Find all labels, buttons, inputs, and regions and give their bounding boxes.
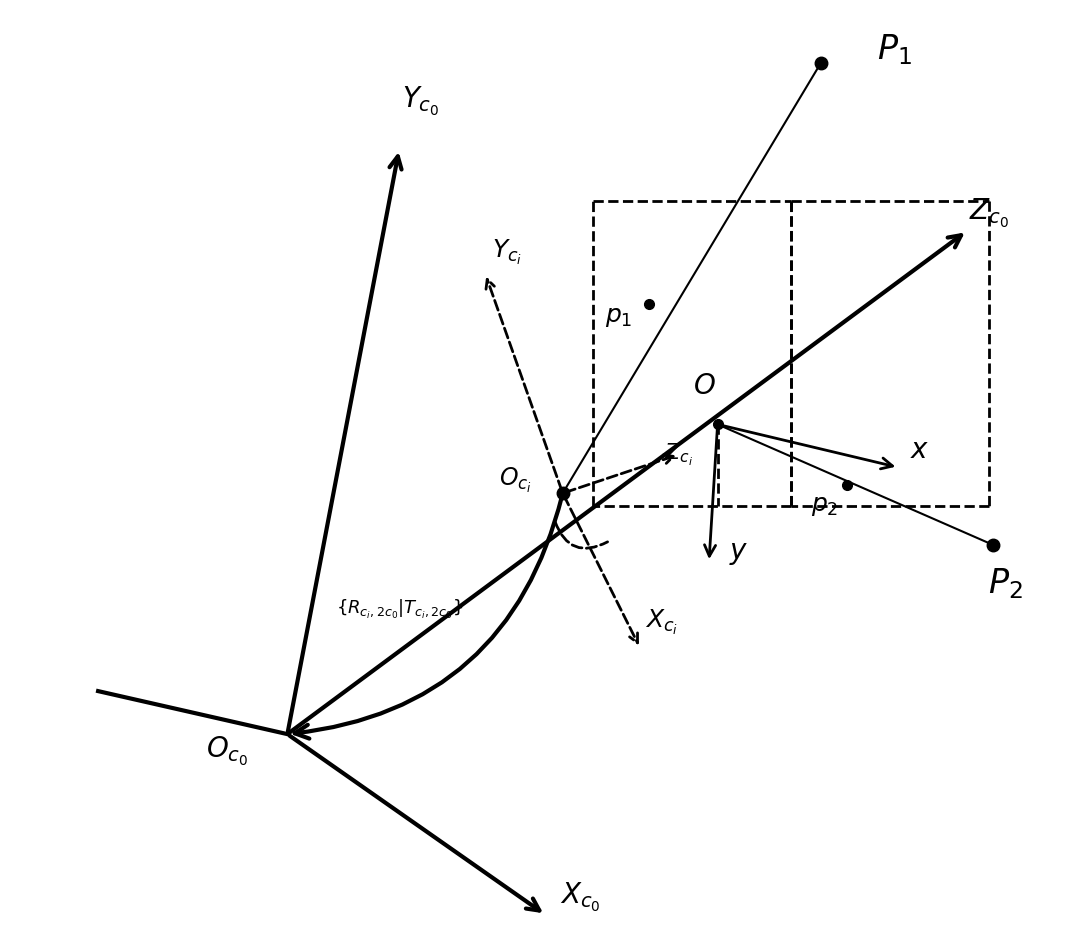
- FancyArrowPatch shape: [720, 425, 892, 469]
- Text: $X_{c_0}$: $X_{c_0}$: [560, 881, 600, 914]
- FancyArrowPatch shape: [295, 496, 562, 739]
- Text: $y$: $y$: [730, 540, 748, 567]
- Text: $X_{c_i}$: $X_{c_i}$: [645, 607, 679, 637]
- Text: $p_2$: $p_2$: [812, 494, 839, 518]
- Text: $O_{c_i}$: $O_{c_i}$: [499, 466, 531, 495]
- FancyArrowPatch shape: [289, 235, 961, 732]
- FancyArrowPatch shape: [564, 496, 637, 643]
- Text: $p_1$: $p_1$: [604, 305, 633, 328]
- Text: $P_2$: $P_2$: [988, 566, 1023, 601]
- Text: $Z_{c_i}$: $Z_{c_i}$: [664, 442, 694, 467]
- Text: $Z_{c_0}$: $Z_{c_0}$: [969, 197, 1009, 230]
- FancyArrowPatch shape: [485, 279, 562, 490]
- FancyArrowPatch shape: [288, 156, 401, 731]
- FancyArrowPatch shape: [705, 427, 718, 556]
- Text: $O$: $O$: [693, 371, 716, 400]
- Text: $P_1$: $P_1$: [876, 32, 911, 68]
- Text: $\{R_{c_i,2c_0}|T_{c_i,2c_0}\}$: $\{R_{c_i,2c_0}|T_{c_i,2c_0}\}$: [336, 598, 463, 621]
- FancyArrowPatch shape: [565, 455, 673, 492]
- Text: $Y_{c_0}$: $Y_{c_0}$: [403, 85, 440, 118]
- FancyArrowPatch shape: [289, 736, 539, 910]
- Text: $O_{c_0}$: $O_{c_0}$: [206, 735, 249, 768]
- Text: $x$: $x$: [910, 436, 930, 465]
- Text: $Y_{c_i}$: $Y_{c_i}$: [492, 238, 521, 267]
- FancyArrowPatch shape: [555, 522, 608, 548]
